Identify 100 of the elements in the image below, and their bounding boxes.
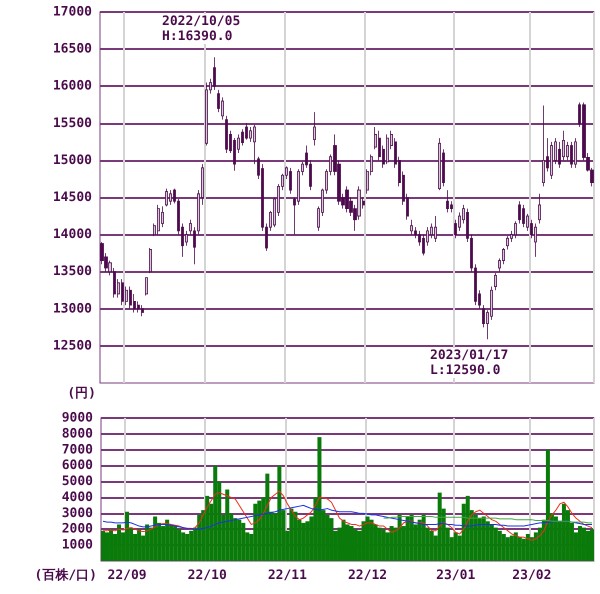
y-axis-title: (百株/口) [34, 568, 97, 583]
line-series [102, 490, 592, 541]
candlestick [289, 167, 292, 194]
candlestick [542, 105, 545, 187]
bar [378, 528, 382, 561]
bar [105, 532, 110, 561]
bar [329, 518, 334, 561]
candlestick [534, 223, 537, 258]
candlestick [157, 204, 160, 235]
candlestick [253, 124, 256, 165]
y-tick-label: 7000 [62, 442, 94, 458]
y-tick-label: 2000 [62, 522, 94, 537]
candlestick [145, 277, 148, 296]
candlestick [574, 138, 577, 168]
bar [410, 514, 414, 561]
y-tick-label: 14500 [52, 190, 92, 205]
bar [265, 474, 270, 561]
x-tick-label: 22/12 [348, 568, 388, 583]
y-tick-label: 1000 [62, 538, 94, 553]
bar [289, 508, 294, 561]
bar [482, 516, 486, 561]
y-tick-label: 4000 [62, 490, 94, 505]
y-tick-label: 16500 [52, 42, 92, 57]
candlestick [522, 204, 525, 228]
bar [366, 516, 370, 561]
bar [546, 450, 550, 561]
candlestick [494, 272, 497, 291]
bar [145, 524, 150, 561]
bar [225, 490, 230, 561]
bar [153, 516, 158, 561]
bar [390, 526, 394, 561]
bar [257, 500, 262, 561]
bar [430, 530, 434, 561]
y-tick-label: 15500 [52, 116, 92, 131]
bar [177, 529, 182, 561]
bar [506, 537, 510, 561]
bar [189, 530, 194, 561]
bar [165, 520, 170, 561]
bar [526, 534, 530, 561]
bar [301, 522, 306, 561]
candlestick [345, 186, 349, 213]
bar [181, 532, 186, 561]
bar [490, 524, 494, 561]
bar [398, 514, 402, 561]
candlestick [410, 219, 413, 235]
annotation: 2022/10/05 H:16390.0 [162, 14, 240, 44]
bar [578, 526, 582, 561]
candlestick [213, 56, 216, 90]
bar [502, 534, 506, 561]
x-tick-label: 22/11 [268, 568, 308, 583]
y-tick-label: 15000 [52, 152, 92, 168]
bar [350, 526, 354, 561]
bar [205, 496, 210, 561]
x-tick-label: 22/09 [107, 568, 147, 583]
candlestick [121, 278, 124, 306]
bar [341, 520, 346, 561]
bar [406, 516, 410, 561]
y-tick-label: 17000 [52, 4, 92, 20]
bar [466, 496, 470, 561]
y-tick-label: 9000 [62, 410, 94, 426]
bar [422, 514, 426, 561]
candlestick [434, 216, 437, 242]
candlestick [313, 112, 316, 146]
y-axis-title: (円) [67, 386, 96, 401]
bar [370, 520, 374, 561]
candlestick [225, 115, 228, 154]
bar [173, 526, 178, 561]
y-tick-label: 13000 [52, 301, 92, 316]
bar [185, 534, 190, 561]
y-tick-label: 8000 [62, 426, 94, 442]
candlestick [514, 220, 517, 239]
candlestick [518, 200, 521, 224]
bar [454, 532, 458, 561]
candlestick [169, 190, 172, 206]
bar [253, 504, 258, 561]
bar [237, 520, 242, 561]
y-tick-label: 6000 [62, 458, 94, 474]
y-tick-label: 16000 [52, 78, 92, 94]
bar [438, 492, 442, 561]
bar [514, 532, 518, 561]
bar [317, 437, 322, 561]
candlestick [129, 286, 132, 310]
bar [590, 529, 594, 561]
candlestick [446, 190, 449, 213]
bar [478, 518, 482, 561]
bar [137, 529, 142, 561]
candlestick [538, 193, 541, 224]
y-tick-label: 14000 [52, 227, 92, 242]
line-series [383, 516, 592, 524]
candlestick [550, 141, 553, 180]
bar [354, 529, 358, 561]
bar [494, 528, 498, 561]
candlestick [386, 134, 389, 165]
candlestick [165, 188, 168, 207]
bar [213, 466, 218, 561]
y-tick-label: 12500 [52, 338, 92, 354]
bar [582, 528, 586, 561]
bar [562, 504, 566, 561]
x-tick-label: 22/10 [188, 568, 227, 583]
bar [125, 512, 130, 561]
